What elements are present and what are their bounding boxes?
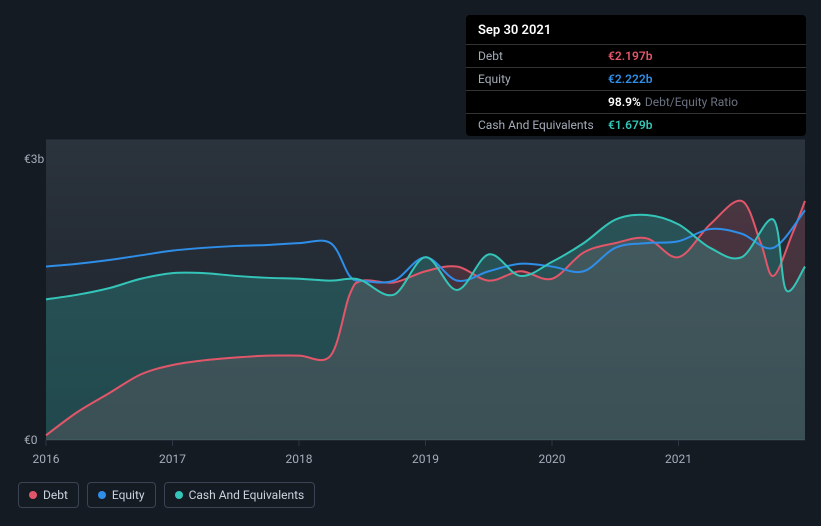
tooltip-row-label: Cash And Equivalents [478, 118, 608, 132]
tooltip-row-label [478, 95, 608, 109]
tooltip-row: Equity€2.222b [466, 67, 806, 90]
tooltip-row: Debt€2.197b [466, 44, 806, 67]
legend-label: Debt [43, 488, 68, 502]
tooltip-row-label: Debt [478, 49, 608, 63]
legend-item-cash-and-equivalents[interactable]: Cash And Equivalents [164, 482, 316, 508]
legend-dot-icon [175, 491, 183, 499]
tooltip-row-value: €2.197b [608, 49, 652, 63]
y-tick-label: €0 [24, 433, 38, 447]
x-tick-label: 2020 [539, 452, 566, 466]
tooltip-row-value: 98.9% [608, 95, 641, 109]
legend-item-debt[interactable]: Debt [18, 482, 79, 508]
x-tick-label: 2021 [665, 452, 692, 466]
x-tick-label: 2019 [412, 452, 439, 466]
tooltip-date: Sep 30 2021 [466, 15, 806, 44]
data-tooltip: Sep 30 2021 Debt€2.197bEquity€2.222b98.9… [466, 15, 806, 136]
legend: Debt Equity Cash And Equivalents [18, 482, 315, 508]
tooltip-row-value: €2.222b [608, 72, 652, 86]
legend-item-equity[interactable]: Equity [87, 482, 156, 508]
tooltip-row: 98.9% Debt/Equity Ratio [466, 90, 806, 113]
legend-label: Equity [112, 488, 145, 502]
legend-dot-icon [98, 491, 106, 499]
tooltip-row-suffix: Debt/Equity Ratio [645, 95, 738, 109]
x-tick-label: 2018 [286, 452, 313, 466]
tooltip-row: Cash And Equivalents€1.679b [466, 113, 806, 136]
legend-dot-icon [29, 491, 37, 499]
y-tick-label: €3b [24, 152, 44, 166]
tooltip-row-value: €1.679b [608, 118, 652, 132]
legend-label: Cash And Equivalents [189, 488, 305, 502]
tooltip-row-label: Equity [478, 72, 608, 86]
x-tick-label: 2017 [159, 452, 186, 466]
x-tick-label: 2016 [33, 452, 60, 466]
